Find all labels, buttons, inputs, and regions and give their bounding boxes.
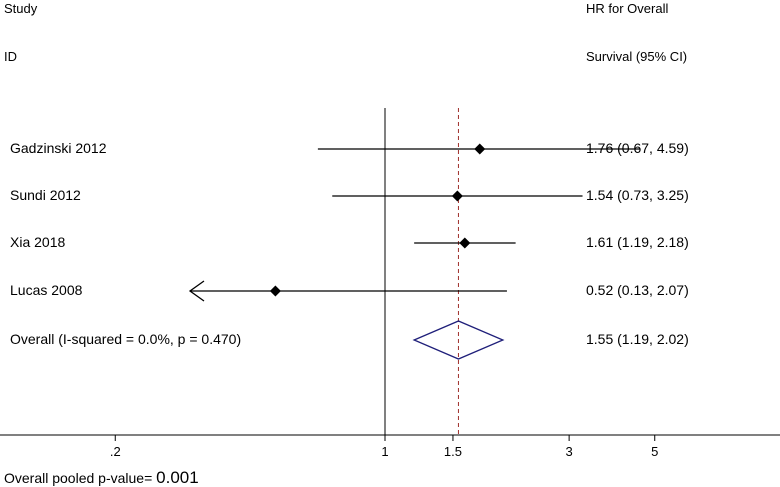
x-tick-label: .2 — [110, 444, 121, 459]
x-tick-label: 1.5 — [444, 444, 462, 459]
x-tick-label: 5 — [651, 444, 658, 459]
study-ci-text: 1.76 (0.67, 4.59) — [586, 140, 689, 156]
overall-ci-text: 1.55 (1.19, 2.02) — [586, 331, 689, 347]
study-ci-text: 1.61 (1.19, 2.18) — [586, 234, 689, 250]
ci-arrow — [188, 280, 205, 302]
point-estimate — [474, 143, 486, 155]
header-effect-line2: Survival (95% CI) — [586, 49, 688, 64]
pooled-pvalue-label: Overall pooled p-value= — [4, 470, 153, 486]
x-tick-label: 3 — [566, 444, 573, 459]
study-label: Gadzinski 2012 — [10, 140, 107, 156]
overall-label: Overall (I-squared = 0.0%, p = 0.470) — [10, 331, 242, 347]
study-label: Lucas 2008 — [10, 282, 83, 298]
study-ci-text: 0.52 (0.13, 2.07) — [586, 282, 689, 298]
study-label: Xia 2018 — [10, 234, 66, 250]
study-label: Sundi 2012 — [10, 187, 81, 203]
pooled-pvalue-line: Overall pooled p-value= 0.001 — [4, 469, 199, 486]
header-id: ID — [4, 49, 17, 64]
point-estimate — [451, 190, 463, 202]
point-estimate — [459, 237, 471, 249]
header-study: Study — [4, 1, 38, 16]
pooled-pvalue-value: 0.001 — [156, 468, 199, 487]
x-tick-label: 1 — [381, 444, 388, 459]
study-ci-text: 1.54 (0.73, 3.25) — [586, 187, 689, 203]
overall-diamond — [412, 320, 505, 360]
header-effect-line1: HR for Overall — [586, 1, 669, 16]
point-estimate — [269, 285, 281, 297]
